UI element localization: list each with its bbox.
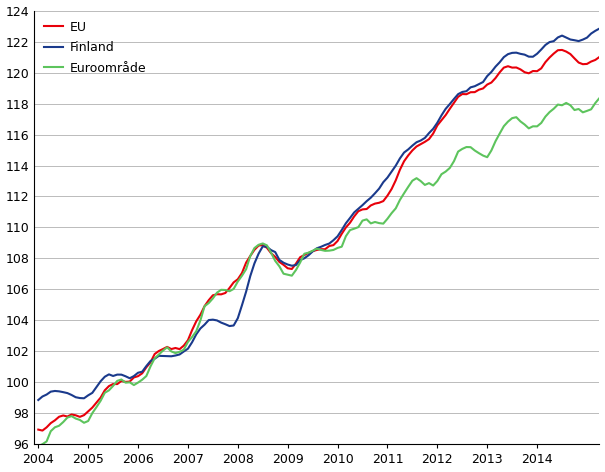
Euroområde xyxy=(34,443,42,449)
EU xyxy=(600,49,605,55)
Euroområde xyxy=(442,169,450,175)
EU xyxy=(247,253,254,259)
Euroområde xyxy=(604,94,605,100)
EU xyxy=(39,428,46,433)
Finland xyxy=(592,28,599,34)
Finland xyxy=(243,289,250,295)
EU xyxy=(446,106,453,112)
EU xyxy=(558,47,566,53)
Legend: EU, Finland, Euroområde: EU, Finland, Euroområde xyxy=(41,17,149,78)
Euroområde xyxy=(592,100,599,106)
EU xyxy=(34,427,42,432)
Euroområde xyxy=(243,266,250,272)
EU xyxy=(604,48,605,54)
Euroområde xyxy=(359,218,366,223)
Line: Finland: Finland xyxy=(38,23,605,400)
Finland xyxy=(34,397,42,403)
Finland xyxy=(359,202,366,208)
EU xyxy=(263,245,270,251)
Finland xyxy=(259,244,266,249)
Euroområde xyxy=(259,241,266,246)
Line: EU: EU xyxy=(38,50,605,430)
EU xyxy=(521,69,528,75)
Finland xyxy=(604,20,605,26)
Euroområde xyxy=(517,118,524,124)
Line: Euroområde: Euroområde xyxy=(38,97,605,446)
Finland xyxy=(517,51,524,57)
EU xyxy=(363,206,370,212)
Finland xyxy=(442,106,450,112)
